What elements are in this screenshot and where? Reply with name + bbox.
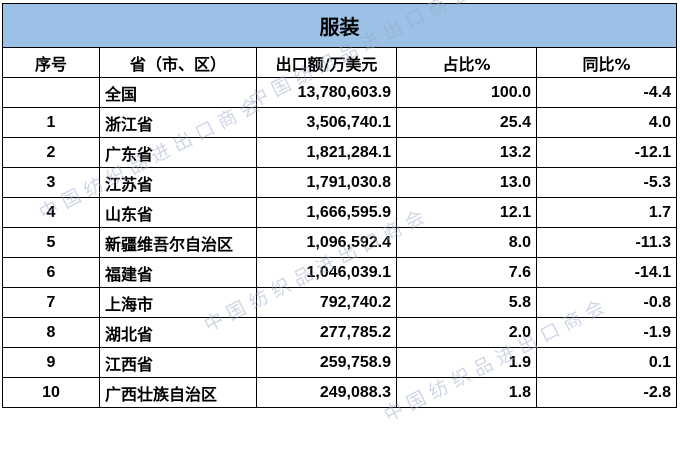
- row-seq: 8: [2, 317, 100, 348]
- table-row: 10 广西壮族自治区 249,088.3 1.8 -2.8: [2, 377, 678, 408]
- row-province: 湖北省: [99, 317, 257, 348]
- row-yoy: -12.1: [535, 137, 678, 168]
- row-share: 13.2: [396, 137, 537, 168]
- header-yoy: 同比%: [535, 47, 678, 78]
- table-row: 5 新疆维吾尔自治区 1,096,592.4 8.0 -11.3: [2, 227, 678, 258]
- row-share: 1.8: [396, 377, 537, 408]
- title-row: 服装: [1, 3, 678, 48]
- header-share: 占比%: [396, 47, 537, 78]
- row-export: 1,791,030.8: [256, 167, 397, 198]
- table-row: 8 湖北省 277,785.2 2.0 -1.9: [2, 317, 678, 348]
- row-share: 7.6: [396, 257, 537, 288]
- row-province: 山东省: [99, 197, 257, 228]
- row-yoy: -14.1: [535, 257, 678, 288]
- table-row: 3 江苏省 1,791,030.8 13.0 -5.3: [2, 167, 678, 198]
- row-export: 249,088.3: [256, 377, 397, 408]
- header-export: 出口额/万美元: [256, 47, 397, 78]
- export-table: 服装 序号 省（市、区） 出口额/万美元 占比% 同比% 全国 13,780,60…: [1, 3, 678, 408]
- row-yoy: -11.3: [535, 227, 678, 258]
- table-row: 2 广东省 1,821,284.1 13.2 -12.1: [2, 137, 678, 168]
- row-seq: 6: [2, 257, 100, 288]
- table-row: 1 浙江省 3,506,740.1 25.4 4.0: [2, 107, 678, 138]
- row-province: 全国: [99, 77, 257, 108]
- row-yoy: -4.4: [535, 77, 678, 108]
- row-share: 13.0: [396, 167, 537, 198]
- row-export: 1,666,595.9: [256, 197, 397, 228]
- row-share: 1.9: [396, 347, 537, 378]
- table-row: 4 山东省 1,666,595.9 12.1 1.7: [2, 197, 678, 228]
- row-province: 福建省: [99, 257, 257, 288]
- row-export: 792,740.2: [256, 287, 397, 318]
- table-row: 全国 13,780,603.9 100.0 -4.4: [2, 77, 678, 108]
- row-export: 3,506,740.1: [256, 107, 397, 138]
- row-seq: 7: [2, 287, 100, 318]
- row-yoy: -1.9: [535, 317, 678, 348]
- row-seq: 10: [2, 377, 100, 408]
- row-province: 广西壮族自治区: [99, 377, 257, 408]
- row-yoy: -0.8: [535, 287, 678, 318]
- row-yoy: 1.7: [535, 197, 678, 228]
- row-yoy: -5.3: [535, 167, 678, 198]
- row-yoy: 0.1: [535, 347, 678, 378]
- table-row: 7 上海市 792,740.2 5.8 -0.8: [2, 287, 678, 318]
- row-seq: 4: [2, 197, 100, 228]
- row-seq: [2, 77, 100, 108]
- table-title: 服装: [1, 3, 678, 48]
- row-export: 1,096,592.4: [256, 227, 397, 258]
- row-export: 1,821,284.1: [256, 137, 397, 168]
- header-seq: 序号: [2, 47, 100, 78]
- row-province: 上海市: [99, 287, 257, 318]
- row-export: 277,785.2: [256, 317, 397, 348]
- row-seq: 1: [2, 107, 100, 138]
- table-body: 全国 13,780,603.9 100.0 -4.4 1 浙江省 3,506,740.1 25…: [2, 77, 678, 408]
- row-province: 广东省: [99, 137, 257, 168]
- row-seq: 5: [2, 227, 100, 258]
- row-share: 25.4: [396, 107, 537, 138]
- row-share: 5.8: [396, 287, 537, 318]
- table-row: 6 福建省 1,046,039.1 7.6 -14.1: [2, 257, 678, 288]
- row-seq: 3: [2, 167, 100, 198]
- row-seq: 9: [2, 347, 100, 378]
- row-export: 259,758.9: [256, 347, 397, 378]
- row-export: 13,780,603.9: [256, 77, 397, 108]
- row-province: 江西省: [99, 347, 257, 378]
- row-share: 12.1: [396, 197, 537, 228]
- row-province: 新疆维吾尔自治区: [99, 227, 257, 258]
- row-province: 江苏省: [99, 167, 257, 198]
- row-yoy: 4.0: [535, 107, 678, 138]
- row-yoy: -2.8: [535, 377, 678, 408]
- row-province: 浙江省: [99, 107, 257, 138]
- row-export: 1,046,039.1: [256, 257, 397, 288]
- row-seq: 2: [2, 137, 100, 168]
- table-row: 9 江西省 259,758.9 1.9 0.1: [2, 347, 678, 378]
- row-share: 100.0: [396, 77, 537, 108]
- header-row: 序号 省（市、区） 出口额/万美元 占比% 同比%: [2, 47, 678, 78]
- row-share: 8.0: [396, 227, 537, 258]
- row-share: 2.0: [396, 317, 537, 348]
- header-province: 省（市、区）: [99, 47, 257, 78]
